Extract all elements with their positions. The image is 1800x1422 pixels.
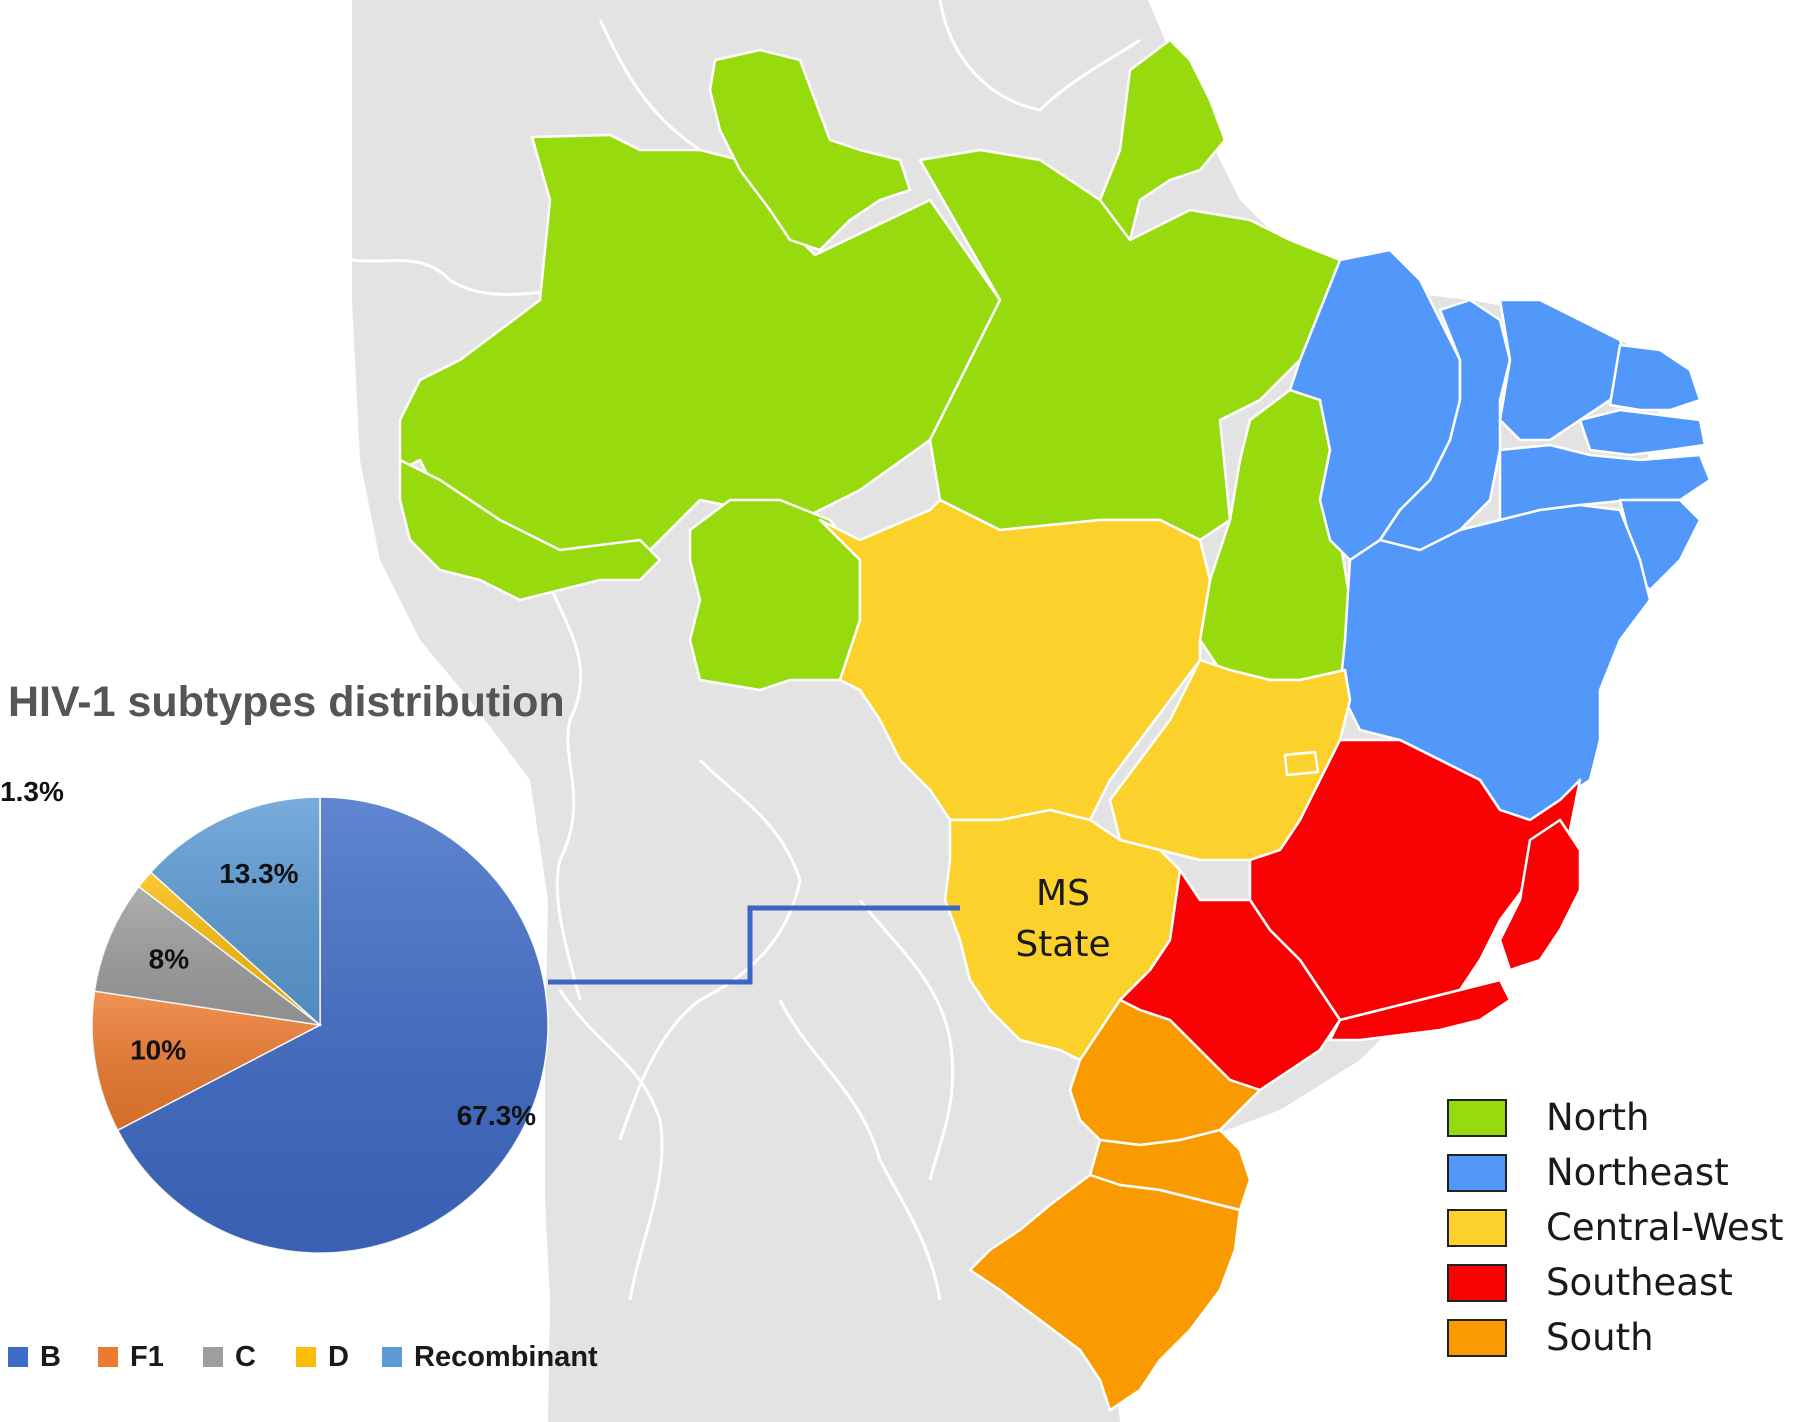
map-legend: North Northeast Central-West Southeast South xyxy=(1447,1096,1784,1359)
neighbour-border xyxy=(938,0,1141,112)
state-paraiba xyxy=(1578,408,1707,457)
ms-state-label-line1: MS xyxy=(1036,873,1090,914)
state-espirito-santo xyxy=(1498,818,1582,972)
region-central-west xyxy=(818,498,1352,1062)
state-rio-de-janeiro xyxy=(1328,978,1512,1042)
pie-slice-shade xyxy=(150,797,320,1025)
pie-slice-shade xyxy=(138,872,320,1025)
neighbour-border xyxy=(778,999,942,1301)
pie-label-recombinant: 13.3% xyxy=(219,858,298,889)
pie-legend-swatch-recombinant xyxy=(382,1347,402,1367)
map-legend-swatch-north xyxy=(1447,1099,1507,1137)
neighbour-border xyxy=(618,758,802,1141)
state-para xyxy=(918,148,1342,542)
pie-legend-swatch-d xyxy=(296,1347,316,1367)
state-sao-paulo xyxy=(1118,868,1342,1092)
pie-legend-label-recombinant: Recombinant xyxy=(414,1341,598,1373)
region-north xyxy=(398,38,1352,692)
map-legend-swatch-central-west xyxy=(1447,1209,1507,1247)
map-legend-label-northeast: Northeast xyxy=(1546,1151,1729,1194)
pie-to-ms-connector xyxy=(548,905,960,985)
region-southeast xyxy=(1118,738,1582,1092)
pie-legend-swatch-b xyxy=(8,1347,28,1367)
map-legend-label-southeast: Southeast xyxy=(1546,1261,1733,1304)
state-rondonia xyxy=(688,498,862,692)
pie-legend-swatch-f1 xyxy=(98,1347,118,1367)
pie-label-f1: 10% xyxy=(130,1034,186,1065)
map-legend-swatch-southeast xyxy=(1447,1264,1507,1302)
map-legend-label-central-west: Central-West xyxy=(1546,1206,1784,1249)
neighbour-border xyxy=(351,258,561,296)
map-legend-label-south: South xyxy=(1546,1316,1654,1359)
neighbour-border xyxy=(558,989,664,1301)
pie-legend-label-d: D xyxy=(328,1341,349,1373)
ms-state-label-line2: State xyxy=(1015,924,1110,965)
neighbour-border xyxy=(538,559,583,1001)
state-federal-district xyxy=(1283,750,1320,777)
state-rio-grande-do-norte xyxy=(1608,343,1702,412)
pie-chart: 67.3% 10% 8% 1.3% 13.3% xyxy=(0,776,549,1254)
pie-legend-label-f1: F1 xyxy=(130,1341,164,1373)
region-south xyxy=(968,998,1262,1412)
pie-legend-swatch-c xyxy=(203,1347,223,1367)
state-mato-grosso xyxy=(818,498,1212,822)
state-ceara xyxy=(1498,298,1632,442)
pie-slice-shade xyxy=(117,797,548,1254)
state-roraima xyxy=(708,48,912,252)
state-bahia xyxy=(1338,503,1652,822)
pie-label-d: 1.3% xyxy=(0,776,64,807)
map-legend-label-north: North xyxy=(1546,1096,1649,1139)
pie-slice-shade xyxy=(92,991,320,1131)
neighbour-border xyxy=(858,899,955,1181)
chart-title: HIV-1 subtypes distribution xyxy=(8,678,565,726)
pie-legend-label-c: C xyxy=(235,1341,256,1373)
map-legend-swatch-northeast xyxy=(1447,1154,1507,1192)
pie-legend-label-b: B xyxy=(40,1341,61,1373)
state-rio-grande-do-sul xyxy=(968,1173,1242,1412)
pie-legend: B F1 C D Recombinant xyxy=(8,1341,598,1373)
state-acre xyxy=(398,458,662,602)
region-northeast xyxy=(1288,248,1712,822)
pie-label-c: 8% xyxy=(149,943,190,974)
map-legend-swatch-south xyxy=(1447,1319,1507,1357)
pie-label-b: 67.3% xyxy=(457,1100,536,1131)
state-parana xyxy=(1068,998,1262,1147)
pie-slice-shade xyxy=(94,886,320,1025)
